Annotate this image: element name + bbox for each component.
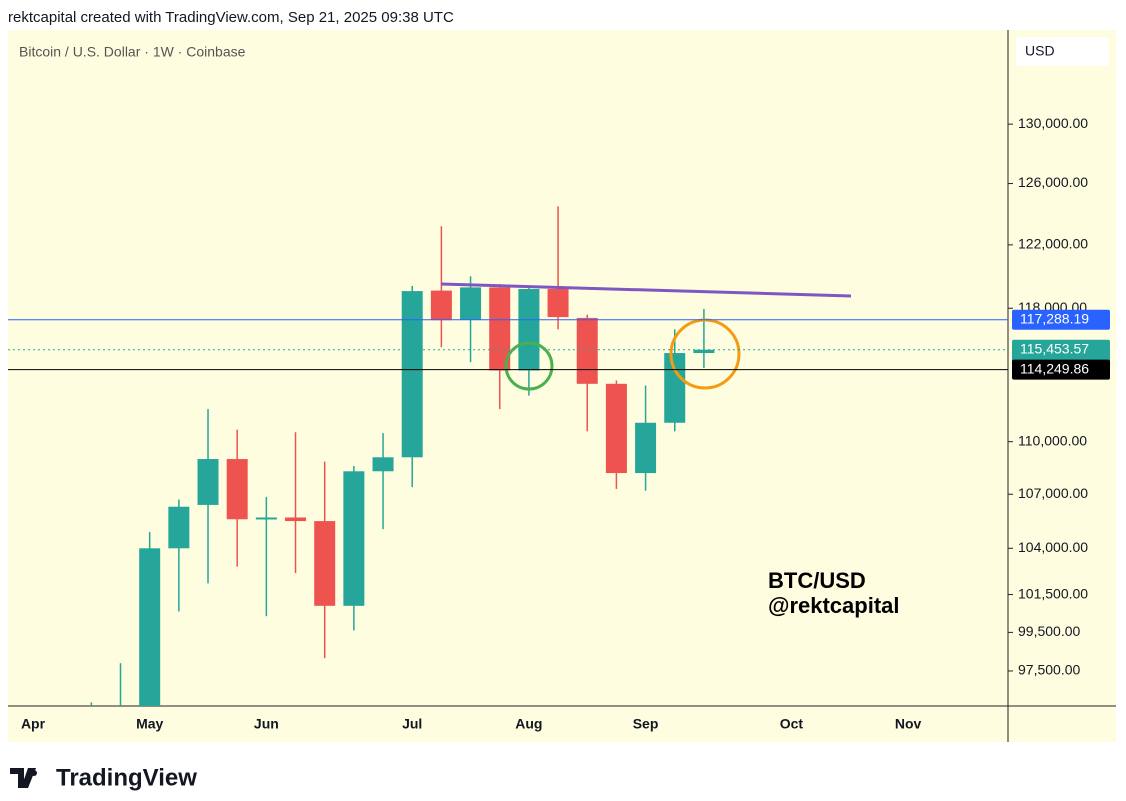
candle-body [372,457,394,472]
candle-body [693,349,715,354]
price-label-box [1012,309,1110,330]
candle-body [168,506,190,549]
candle-body [314,521,336,606]
candle-body [547,288,569,318]
trend-line [440,282,852,298]
price-label: 114,249.86 [1020,360,1089,376]
y-tick-label: 97,500.00 [1018,662,1080,678]
candle-body [285,517,307,522]
candle-body [401,291,423,458]
candle-body [635,422,657,474]
x-tick-label: Sep [633,716,659,732]
attribution: rektcapital created with TradingView.com… [8,9,454,26]
highlight-circle [504,341,554,391]
candle-body [664,353,686,423]
y-tick-label: 122,000.00 [1018,236,1088,252]
logo: TradingView [10,764,197,791]
watermark: @rektcapital [768,593,900,618]
candle-body [255,517,277,520]
logo-dot [31,770,37,776]
x-tick-label: Aug [515,716,542,732]
candle-body [460,287,482,320]
price-label-box [1012,359,1110,380]
candle-body [139,548,161,706]
y-tick-label: 107,000.00 [1018,485,1088,501]
y-tick-label: 104,000.00 [1018,539,1088,555]
x-tick-label: Apr [21,716,46,732]
price-label: 115,453.57 [1020,340,1089,356]
symbol-title: Bitcoin / U.S. Dollar · 1W · Coinbase [19,44,246,60]
plot-area [90,206,715,706]
candle-body [197,459,219,505]
y-tick-label: 110,000.00 [1018,432,1087,448]
x-tick-label: Nov [895,716,922,732]
x-tick-label: Jun [254,716,279,732]
candle-body [518,288,540,371]
watermark: BTC/USD [768,568,866,593]
x-tick-label: Jul [402,716,422,732]
currency: USD [1025,43,1055,59]
candle-body [605,383,627,474]
y-tick-label: 99,500.00 [1018,623,1080,639]
candle-body [430,290,452,321]
candle-body [576,317,598,384]
currency-box [1016,37,1109,66]
logo-text: TradingView [56,764,197,791]
y-tick-label: 101,500.00 [1018,585,1088,601]
y-tick-label: 130,000.00 [1018,115,1088,131]
candle-body [343,471,365,606]
price-label: 117,288.19 [1020,310,1089,326]
x-tick-label: Oct [780,716,804,732]
logo-mark [10,768,36,788]
y-tick-label: 126,000.00 [1018,174,1088,190]
candle-body [226,459,248,520]
chart-background [8,30,1116,742]
x-tick-label: May [136,716,163,732]
